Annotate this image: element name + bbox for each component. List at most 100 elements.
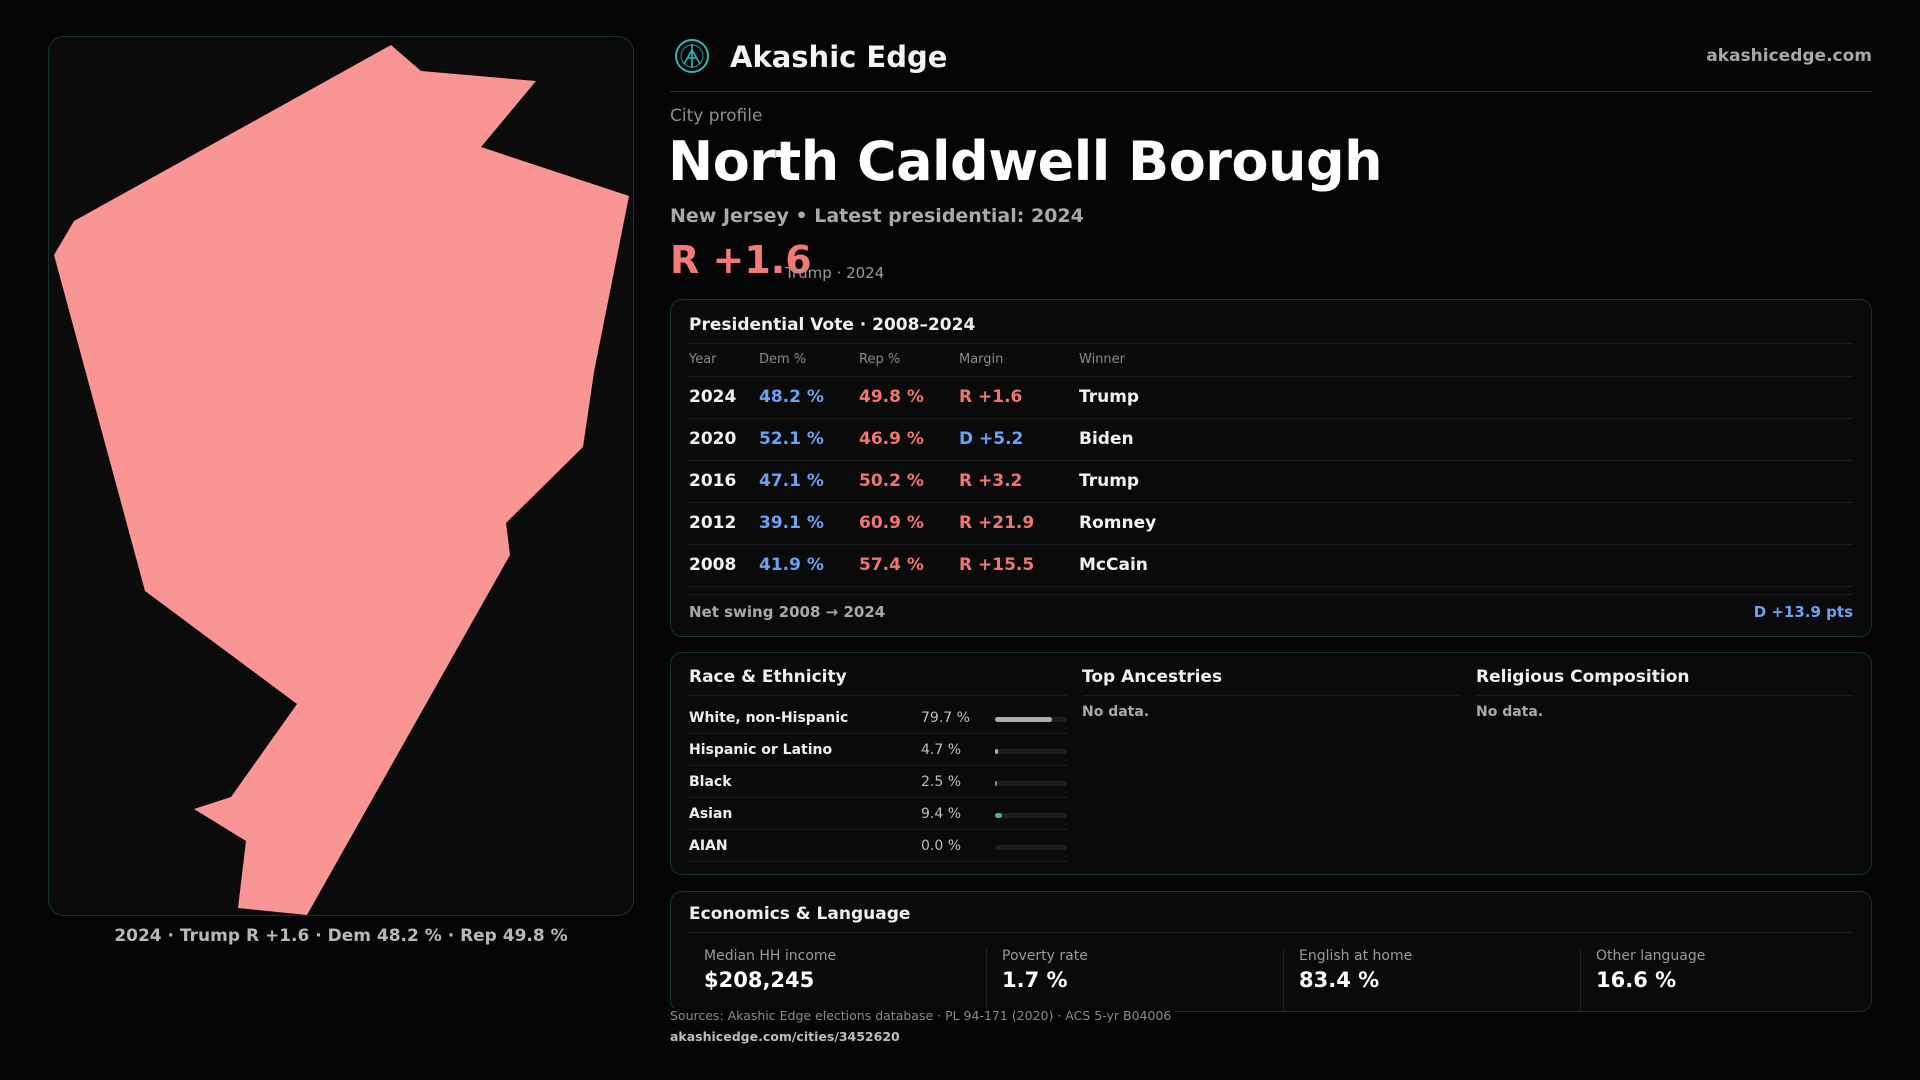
row-winner: Trump bbox=[1079, 376, 1853, 419]
col-year: Year bbox=[689, 344, 759, 377]
latest-margin: R +1.6 bbox=[670, 238, 812, 282]
demographics-card: Race & Ethnicity White, non-Hispanic 79.… bbox=[670, 652, 1872, 875]
race-bar bbox=[995, 749, 1067, 754]
header: Akashic Edge akashicedge.com bbox=[670, 36, 1872, 92]
row-dem: 47.1 % bbox=[759, 460, 859, 503]
brand-name: Akashic Edge bbox=[730, 40, 948, 74]
race-bar bbox=[995, 717, 1067, 722]
row-winner: Trump bbox=[1079, 460, 1853, 503]
race-name: White, non-Hispanic bbox=[689, 710, 849, 726]
footer-url[interactable]: akashicedge.com/cities/3452620 bbox=[670, 1029, 900, 1044]
table-row: 2008 41.9 % 57.4 % R +15.5 McCain bbox=[689, 544, 1853, 587]
race-bar-fill bbox=[995, 717, 1053, 722]
city-map bbox=[48, 36, 634, 916]
race-ethnicity-section: Race & Ethnicity White, non-Hispanic 79.… bbox=[689, 667, 1067, 862]
row-year: 2024 bbox=[689, 376, 759, 419]
site-link[interactable]: akashicedge.com bbox=[1706, 46, 1872, 66]
race-bar bbox=[995, 781, 1067, 786]
table-row: 2016 47.1 % 50.2 % R +3.2 Trump bbox=[689, 460, 1853, 503]
list-item: Hispanic or Latino 4.7 % bbox=[689, 734, 1067, 766]
row-rep: 60.9 % bbox=[859, 502, 959, 545]
vote-table-header: Year Dem % Rep % Margin Winner bbox=[689, 344, 1853, 377]
col-rep: Rep % bbox=[859, 344, 959, 377]
row-margin: R +3.2 bbox=[959, 460, 1079, 503]
latest-margin-note: Trump · 2024 bbox=[785, 264, 885, 282]
economics-title: Economics & Language bbox=[689, 904, 1853, 933]
race-pct: 9.4 % bbox=[921, 806, 962, 822]
stat-value: 16.6 % bbox=[1596, 968, 1677, 992]
table-row: 2012 39.1 % 60.9 % R +21.9 Romney bbox=[689, 502, 1853, 545]
page-eyebrow: City profile bbox=[670, 106, 763, 126]
row-dem: 39.1 % bbox=[759, 502, 859, 545]
list-item: AIAN 0.0 % bbox=[689, 830, 1067, 862]
row-margin: R +1.6 bbox=[959, 376, 1079, 419]
col-dem: Dem % bbox=[759, 344, 859, 377]
religion-empty: No data. bbox=[1476, 704, 1544, 720]
col-margin: Margin bbox=[959, 344, 1079, 377]
net-swing-label: Net swing 2008 → 2024 bbox=[689, 603, 886, 621]
race-pct: 79.7 % bbox=[921, 710, 970, 726]
race-pct: 4.7 % bbox=[921, 742, 962, 758]
table-row: 2024 48.2 % 49.8 % R +1.6 Trump bbox=[689, 376, 1853, 419]
race-name: Asian bbox=[689, 806, 733, 822]
ancestries-empty: No data. bbox=[1082, 704, 1150, 720]
stat-median-income: Median HH income $208,245 bbox=[689, 948, 969, 1011]
stat-other-language: Other language 16.6 % bbox=[1580, 948, 1860, 1011]
city-boundary-map bbox=[54, 45, 629, 915]
row-margin: R +15.5 bbox=[959, 544, 1079, 587]
ancestries-section: Top Ancestries No data. bbox=[1082, 667, 1460, 720]
list-item: Black 2.5 % bbox=[689, 766, 1067, 798]
stat-label: Poverty rate bbox=[1002, 948, 1088, 964]
city-boundary-shape bbox=[54, 45, 629, 915]
race-name: Hispanic or Latino bbox=[689, 742, 833, 758]
row-dem: 48.2 % bbox=[759, 376, 859, 419]
list-item: White, non-Hispanic 79.7 % bbox=[689, 702, 1067, 734]
race-bar bbox=[995, 845, 1067, 850]
race-bar-fill bbox=[995, 749, 999, 754]
list-item: Asian 9.4 % bbox=[689, 798, 1067, 830]
net-swing-row: Net swing 2008 → 2024 D +13.9 pts bbox=[689, 594, 1853, 626]
row-margin: R +21.9 bbox=[959, 502, 1079, 545]
page-subtitle: New Jersey • Latest presidential: 2024 bbox=[670, 205, 1084, 227]
stat-value: $208,245 bbox=[704, 968, 815, 992]
stat-label: Other language bbox=[1596, 948, 1706, 964]
akashic-logo-icon bbox=[675, 39, 709, 73]
row-dem: 52.1 % bbox=[759, 418, 859, 461]
table-row: 2020 52.1 % 46.9 % D +5.2 Biden bbox=[689, 418, 1853, 461]
col-winner: Winner bbox=[1079, 344, 1853, 377]
race-pct: 0.0 % bbox=[921, 838, 962, 854]
row-dem: 41.9 % bbox=[759, 544, 859, 587]
presidential-vote-card: Presidential Vote · 2008–2024 Year Dem %… bbox=[670, 299, 1872, 637]
race-title: Race & Ethnicity bbox=[689, 667, 1067, 696]
row-rep: 49.8 % bbox=[859, 376, 959, 419]
ancestries-title: Top Ancestries bbox=[1082, 667, 1460, 696]
row-year: 2012 bbox=[689, 502, 759, 545]
page-title: North Caldwell Borough bbox=[668, 130, 1383, 193]
vote-table: Year Dem % Rep % Margin Winner 2024 48.2… bbox=[689, 344, 1853, 587]
row-year: 2008 bbox=[689, 544, 759, 587]
row-winner: Romney bbox=[1079, 502, 1853, 545]
net-swing-value: D +13.9 pts bbox=[1753, 603, 1853, 621]
race-bar bbox=[995, 813, 1067, 818]
race-bar-fill bbox=[995, 781, 998, 786]
religion-title: Religious Composition bbox=[1476, 667, 1854, 696]
row-rep: 57.4 % bbox=[859, 544, 959, 587]
stat-value: 1.7 % bbox=[1002, 968, 1068, 992]
footer: Sources: Akashic Edge elections database… bbox=[670, 1005, 1176, 1047]
religion-section: Religious Composition No data. bbox=[1476, 667, 1854, 720]
stat-label: English at home bbox=[1299, 948, 1413, 964]
race-name: Black bbox=[689, 774, 732, 790]
row-margin: D +5.2 bbox=[959, 418, 1079, 461]
row-year: 2016 bbox=[689, 460, 759, 503]
race-name: AIAN bbox=[689, 838, 728, 854]
row-rep: 50.2 % bbox=[859, 460, 959, 503]
economics-card: Economics & Language Median HH income $2… bbox=[670, 891, 1872, 1012]
map-caption: 2024 · Trump R +1.6 · Dem 48.2 % · Rep 4… bbox=[114, 926, 568, 946]
row-winner: McCain bbox=[1079, 544, 1853, 587]
row-year: 2020 bbox=[689, 418, 759, 461]
vote-card-title: Presidential Vote · 2008–2024 bbox=[689, 315, 1853, 344]
row-rep: 46.9 % bbox=[859, 418, 959, 461]
race-bar-fill bbox=[995, 813, 1002, 818]
stat-label: Median HH income bbox=[704, 948, 837, 964]
row-winner: Biden bbox=[1079, 418, 1853, 461]
